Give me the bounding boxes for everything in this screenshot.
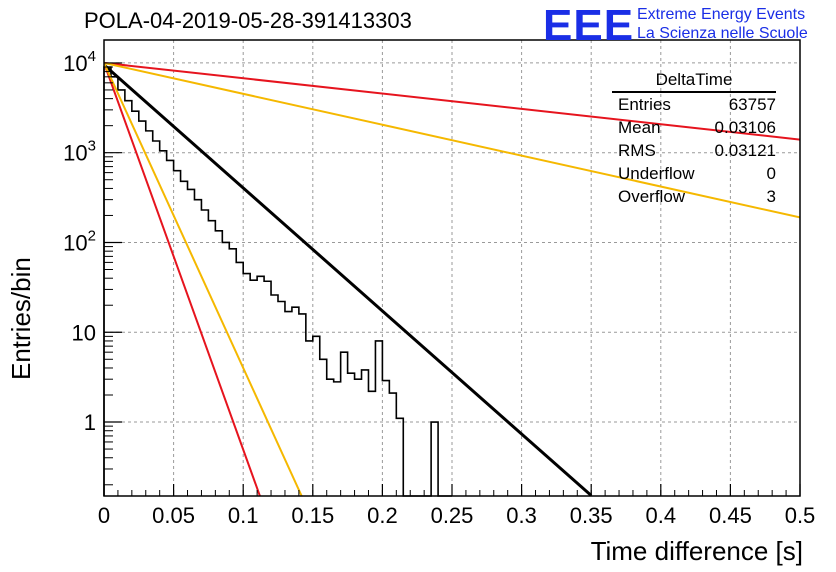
logo-caption: Extreme Energy Events La Scienza nelle S… — [637, 5, 808, 43]
x-tick-label: 0.05 — [152, 503, 195, 528]
stats-value: 3 — [766, 187, 776, 206]
x-axis-label: Time difference [s] — [590, 536, 803, 566]
x-tick-label: 0.35 — [570, 503, 613, 528]
y-tick-label: 102 — [63, 227, 96, 255]
y-axis-label: Entries/bin — [6, 257, 36, 380]
logo-caption-line1: Extreme Energy Events — [637, 6, 806, 23]
stats-row-underflow: Underflow 0 — [612, 162, 776, 185]
stats-label: Mean — [618, 118, 661, 137]
fit-line — [104, 62, 303, 496]
chart-title: POLA-04-2019-05-28-391413303 — [84, 8, 412, 33]
x-tick-label: 0 — [98, 503, 110, 528]
stats-box: DeltaTime Entries 63757 Mean 0.03106 RMS 0.… — [612, 70, 776, 208]
stats-row-rms: RMS 0.03121 — [612, 139, 776, 162]
stats-label: Entries — [618, 95, 671, 114]
y-tick-label: 103 — [63, 138, 96, 166]
fit-line — [104, 62, 261, 496]
eee-logo: EEE — [543, 1, 635, 50]
fit-lines — [104, 61, 800, 496]
histogram — [103, 66, 452, 497]
x-tick-label: 0.15 — [291, 503, 334, 528]
stats-row-entries: Entries 63757 — [612, 93, 776, 116]
fit-line — [104, 61, 800, 141]
x-tick-label: 0.5 — [785, 503, 816, 528]
stats-label: RMS — [618, 141, 656, 160]
stats-value: 0 — [766, 164, 776, 183]
fit-line — [104, 63, 593, 496]
stats-label: Underflow — [618, 164, 695, 183]
x-tick-label: 0.4 — [646, 503, 677, 528]
stats-label: Overflow — [618, 187, 686, 206]
fit-line — [104, 61, 800, 219]
x-tick-label: 0.25 — [431, 503, 474, 528]
x-tick-label: 0.45 — [709, 503, 752, 528]
logo-caption-line2: La Scienza nelle Scuole — [637, 25, 808, 42]
histogram-outline — [103, 66, 452, 497]
x-tick-label: 0.1 — [228, 503, 259, 528]
stats-title: DeltaTime — [612, 70, 776, 93]
x-axis: 0 0.05 0.1 0.15 0.2 0.25 0.3 0.35 0.4 0.45 0.5 — [98, 484, 815, 528]
stats-value: 0.03106 — [714, 118, 776, 137]
x-tick-label: 0.2 — [367, 503, 398, 528]
y-tick-label: 1 — [84, 410, 96, 435]
stats-row-overflow: Overflow 3 — [612, 185, 776, 208]
x-tick-label: 0.3 — [506, 503, 537, 528]
y-axis: 1 10 102 103 104 — [63, 48, 122, 486]
stats-row-mean: Mean 0.03106 — [612, 116, 776, 139]
stats-value: 63757 — [728, 95, 776, 114]
y-tick-label: 104 — [63, 48, 96, 76]
y-tick-label: 10 — [72, 320, 96, 345]
grid-lines — [104, 40, 800, 496]
stats-value: 0.03121 — [714, 141, 776, 160]
